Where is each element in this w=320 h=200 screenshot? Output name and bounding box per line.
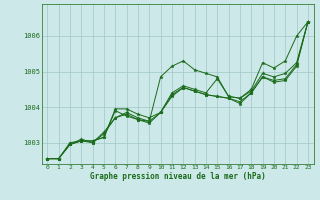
X-axis label: Graphe pression niveau de la mer (hPa): Graphe pression niveau de la mer (hPa) <box>90 172 266 181</box>
